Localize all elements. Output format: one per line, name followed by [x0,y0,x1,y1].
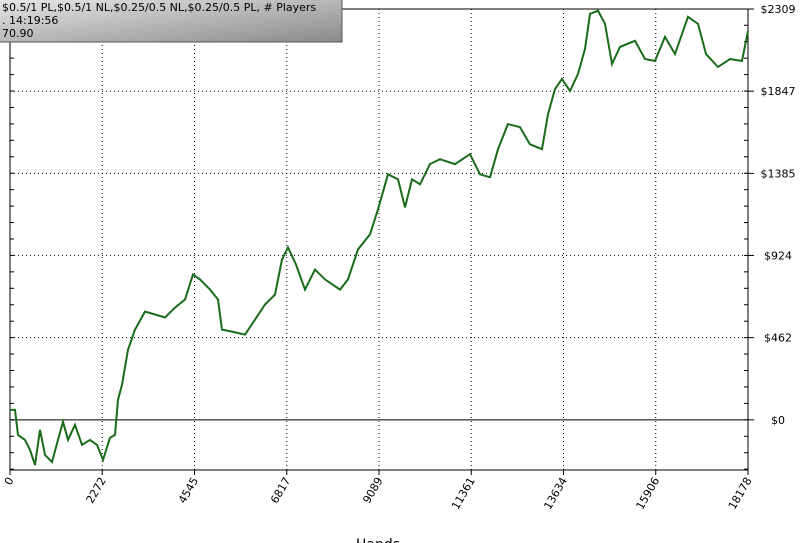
y-tick-label: $924 [764,249,792,262]
x-tick-label: 2272 [84,475,109,506]
x-tick-label: 0 [2,475,17,488]
x-tick-label: 11361 [449,475,478,512]
x-tick-label: 6817 [268,475,293,506]
y-tick-label: $2309 [761,3,796,16]
x-tick-label: 4545 [176,475,201,506]
y-tick-label: $462 [764,332,792,345]
tooltip: $0.5/1 PL,$0.5/1 NL,$0.25/0.5 NL,$0.25/0… [0,0,343,43]
line [10,9,749,466]
plot-frame [9,8,749,471]
x-tick-label: 13634 [541,475,570,512]
x-tick-label: 15906 [634,475,663,512]
x-tick-label: 18178 [726,475,755,512]
x-tick-label: 9089 [360,475,385,506]
tooltip-text: 70.90 [2,27,34,40]
tooltip-box [0,0,343,43]
y-tick-label: $1847 [761,85,796,98]
y-tick-label: $1385 [761,167,796,180]
x-axis-label: Hands [356,537,400,543]
y-tick-label: $0 [771,414,785,427]
tooltip-text: . 14:19:56 [2,14,58,27]
tooltip-text: $0.5/1 PL,$0.5/1 NL,$0.25/0.5 NL,$0.25/0… [2,1,316,14]
